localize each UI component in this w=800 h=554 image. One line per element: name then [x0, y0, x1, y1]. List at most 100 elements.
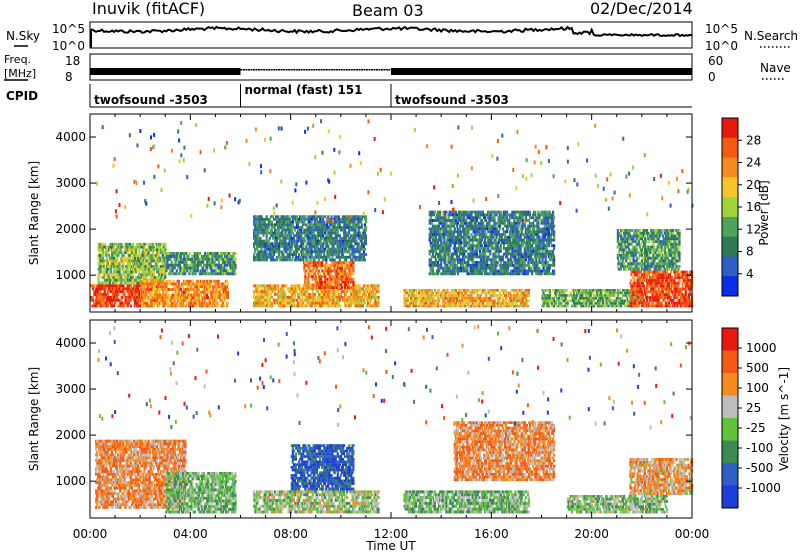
heatmap-cell	[128, 278, 131, 282]
heatmap-cell	[213, 266, 216, 270]
heatmap-cell	[442, 266, 445, 270]
heatmap-cell	[275, 287, 278, 291]
heatmap-cell	[350, 304, 353, 308]
heatmap-cell	[429, 302, 432, 305]
heatmap-cell	[164, 301, 167, 305]
heatmap-cell	[455, 296, 458, 300]
heatmap-cell	[442, 244, 445, 248]
heatmap-cell	[491, 304, 494, 308]
heatmap-cell	[450, 264, 453, 267]
heatmap-cell	[188, 285, 191, 289]
heatmap-cell	[449, 238, 452, 242]
heatmap-cell	[277, 284, 280, 288]
heatmap-cell	[293, 228, 296, 232]
heatmap-cell	[290, 215, 293, 218]
heatmap-cell	[451, 296, 454, 300]
heatmap-cell	[139, 267, 142, 271]
heatmap-cell	[184, 279, 187, 283]
heatmap-cell	[312, 286, 315, 289]
heatmap-cell	[233, 269, 236, 273]
freq-dot	[333, 69, 336, 71]
heatmap-cell	[353, 223, 356, 227]
heatmap-cell	[338, 237, 341, 240]
freq-dot	[273, 69, 276, 71]
heatmap-cell	[224, 290, 227, 294]
heatmap-cell	[188, 299, 191, 302]
heatmap-cell	[441, 255, 444, 259]
heatmap-cell	[298, 293, 301, 296]
freq-dot	[383, 69, 386, 71]
heatmap-cell	[233, 260, 236, 264]
heatmap-cell	[519, 291, 522, 295]
heatmap-cell	[438, 224, 441, 228]
heatmap-cell	[122, 287, 125, 291]
heatmap-cell	[98, 270, 101, 274]
heatmap-cell	[117, 276, 120, 279]
heatmap-cell	[149, 245, 152, 249]
heatmap-cell	[126, 251, 129, 254]
heatmap-cell	[356, 304, 359, 308]
heatmap-cell	[329, 266, 332, 270]
heatmap-cell	[190, 285, 193, 289]
heatmap-cell	[405, 289, 408, 292]
heatmap-cell	[355, 284, 358, 288]
heatmap-cell	[342, 277, 346, 281]
heatmap-cell	[234, 272, 237, 276]
heatmap-cell	[294, 234, 297, 237]
heatmap-cell	[99, 295, 102, 299]
heatmap-cell	[443, 219, 446, 222]
heatmap-cell	[426, 299, 429, 303]
heatmap-cell	[298, 284, 301, 288]
heatmap-cell	[100, 293, 103, 296]
heatmap-cell	[230, 266, 233, 270]
heatmap-cell	[515, 296, 518, 300]
heatmap-cell	[161, 259, 164, 263]
heatmap-cell	[287, 295, 290, 299]
heatmap-cell	[219, 299, 222, 302]
heatmap-cell	[433, 272, 437, 276]
power-heatmap-cells	[90, 119, 694, 308]
heatmap-cell	[333, 215, 336, 218]
heatmap-cell	[408, 294, 411, 297]
heatmap-cell	[196, 301, 199, 305]
heatmap-cell	[154, 290, 157, 294]
heatmap-cell	[284, 245, 287, 248]
heatmap-cell	[255, 242, 258, 246]
nsearch-tick-high: 10^5	[705, 22, 738, 36]
heatmap-cell	[323, 258, 326, 262]
heatmap-cell	[314, 277, 317, 281]
heatmap-cell	[336, 239, 339, 243]
heatmap-cell	[361, 253, 364, 256]
heatmap-cell	[440, 264, 443, 267]
heatmap-cell	[444, 213, 447, 217]
heatmap-cell	[262, 295, 265, 299]
heatmap-cell	[430, 289, 433, 292]
freq-dot	[310, 69, 313, 71]
heatmap-cell	[313, 247, 316, 251]
heatmap-cell	[226, 290, 230, 294]
heatmap-cell	[122, 284, 125, 288]
heatmap-cell	[166, 282, 169, 286]
heatmap-cell	[450, 241, 453, 245]
heatmap-cell	[116, 256, 119, 260]
heatmap-cell	[121, 265, 124, 268]
heatmap-cell	[352, 266, 355, 270]
heatmap-cell	[322, 234, 325, 237]
heatmap-cell	[181, 269, 184, 273]
heatmap-cell	[144, 265, 147, 268]
heatmap-cell	[118, 262, 121, 266]
heatmap-cell	[303, 266, 306, 270]
freq-dot	[388, 69, 391, 71]
heatmap-cell	[256, 304, 259, 308]
heatmap-cell	[253, 253, 256, 256]
heatmap-cell	[126, 256, 129, 260]
heatmap-cell	[185, 260, 188, 264]
heatmap-cell	[337, 215, 340, 218]
heatmap-cell	[291, 255, 294, 259]
heatmap-cell	[315, 301, 318, 305]
heatmap-cell	[435, 252, 439, 256]
heatmap-cell	[431, 235, 434, 239]
heatmap-cell	[287, 215, 290, 218]
heatmap-cell	[360, 223, 363, 227]
heatmap-cell	[185, 299, 188, 302]
